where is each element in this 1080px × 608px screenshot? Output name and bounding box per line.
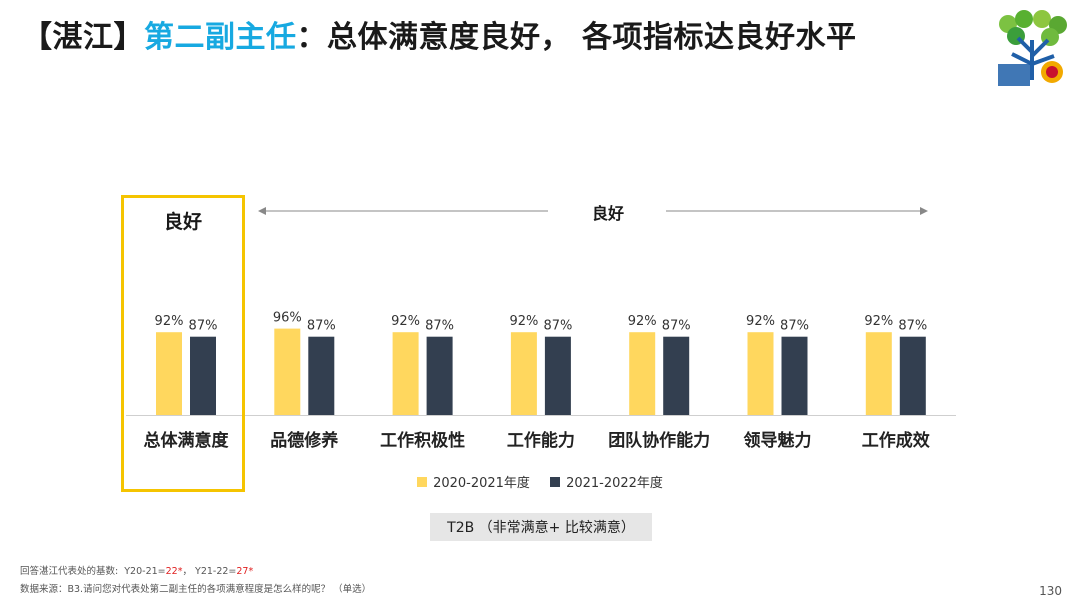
range-label: 良好 <box>560 200 656 224</box>
base-y20-label: Y20-21= <box>124 566 166 577</box>
legend-item-1: 2020-2021年度 <box>417 472 530 491</box>
base-y21-label: Y21-22= <box>195 566 237 577</box>
legend-label-2: 2021-2022年度 <box>566 476 663 491</box>
data-label-s1-5: 92% <box>628 314 657 329</box>
data-label-s1-7: 92% <box>864 314 893 329</box>
base-y21-value: 27* <box>236 566 254 577</box>
legend-label-1: 2020-2021年度 <box>433 476 530 491</box>
category-label-4: 工作能力 <box>507 430 575 451</box>
data-label-s2-6: 87% <box>780 319 809 334</box>
data-label-s2-7: 87% <box>898 319 927 334</box>
range-arrow-left-head <box>258 207 266 215</box>
footnotes: 回答湛江代表处的基数: Y20-21=22*， Y21-22=27* 数据来源：… <box>20 563 371 599</box>
data-label-s1-1: 92% <box>155 314 184 329</box>
bar-s1-5 <box>629 332 656 415</box>
base-separator: ， <box>182 566 192 577</box>
bar-s2-7 <box>899 336 926 415</box>
category-label-5: 团队协作能力 <box>608 430 710 451</box>
base-label: 回答湛江代表处的基数: <box>20 566 119 577</box>
page-title: 【湛江】第二副主任：总体满意度良好， 各项指标达良好水平 <box>22 12 856 58</box>
bar-s1-3 <box>392 332 419 415</box>
source-note: 数据来源：B3.请问您对代表处第二副主任的各项满意程度是怎么样的呢？ （单选） <box>20 584 372 595</box>
bar-s1-6 <box>747 332 774 415</box>
data-label-s2-4: 87% <box>543 319 572 334</box>
data-label-s2-1: 87% <box>189 319 218 334</box>
bar-s2-6 <box>781 336 808 415</box>
data-label-s1-3: 92% <box>391 314 420 329</box>
bar-s2-2 <box>308 336 335 415</box>
category-label-3: 工作积极性 <box>380 430 465 451</box>
base-note: 回答湛江代表处的基数: Y20-21=22*， Y21-22=27* <box>20 563 371 581</box>
legend-swatch-2 <box>550 476 561 487</box>
category-label-7: 工作成效 <box>862 430 930 451</box>
data-label-s1-6: 92% <box>746 314 775 329</box>
category-label-6: 领导魅力 <box>744 430 812 451</box>
highlight-box <box>121 195 245 492</box>
data-label-s2-2: 87% <box>307 319 336 334</box>
category-label-1: 总体满意度 <box>144 430 230 451</box>
logo-icon <box>998 10 1067 86</box>
data-label-s2-3: 87% <box>425 319 454 334</box>
page-number: 130 <box>1039 584 1062 598</box>
bar-s2-1 <box>190 336 216 415</box>
data-label-s2-5: 87% <box>662 319 691 334</box>
bar-s2-3 <box>426 336 453 415</box>
highlight-label: 良好 <box>163 211 202 233</box>
title-prefix: 【湛江】 <box>22 20 144 55</box>
t2b-label: T2B （非常满意+ 比较满意） <box>430 513 652 541</box>
legend: 2020-2021年度 2021-2022年度 <box>0 472 1080 491</box>
data-label-s1-2: 96% <box>273 311 302 326</box>
base-y20-value: 22* <box>165 566 183 577</box>
bar-s1-7 <box>865 332 892 415</box>
bar-s2-5 <box>663 336 690 415</box>
data-label-s1-4: 92% <box>509 314 538 329</box>
bar-s1-4 <box>510 332 537 415</box>
legend-swatch-1 <box>417 476 428 487</box>
category-label-2: 品德修养 <box>270 430 339 451</box>
bar-s1-1 <box>156 332 182 415</box>
title-role: 第二副主任 <box>144 20 297 55</box>
bar-s2-4 <box>544 336 571 415</box>
title-suffix: ：总体满意度良好， 各项指标达良好水平 <box>296 20 857 55</box>
range-arrow-right-head <box>920 207 928 215</box>
bar-s1-2 <box>274 328 301 415</box>
legend-item-2: 2021-2022年度 <box>550 472 663 491</box>
